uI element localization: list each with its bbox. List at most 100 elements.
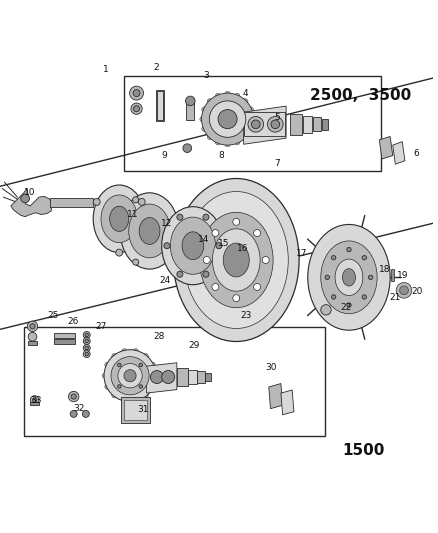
Bar xyxy=(188,370,197,384)
Text: 17: 17 xyxy=(296,249,307,258)
Circle shape xyxy=(30,395,39,405)
Bar xyxy=(177,368,188,386)
Ellipse shape xyxy=(184,191,288,328)
Ellipse shape xyxy=(110,206,129,231)
Circle shape xyxy=(347,247,351,252)
Circle shape xyxy=(177,271,183,277)
Text: 1: 1 xyxy=(103,65,109,74)
Text: 2500,  3500: 2500, 3500 xyxy=(310,88,411,103)
Ellipse shape xyxy=(101,195,138,243)
Circle shape xyxy=(117,364,121,367)
Text: 11: 11 xyxy=(127,210,138,219)
Text: 15: 15 xyxy=(218,239,229,248)
Circle shape xyxy=(138,198,145,205)
Circle shape xyxy=(225,142,230,147)
Ellipse shape xyxy=(343,269,356,286)
Circle shape xyxy=(85,333,88,337)
Ellipse shape xyxy=(120,193,179,269)
Circle shape xyxy=(104,350,156,402)
Circle shape xyxy=(225,91,230,96)
Polygon shape xyxy=(269,384,283,409)
Circle shape xyxy=(202,126,207,131)
Circle shape xyxy=(215,93,221,99)
Text: 16: 16 xyxy=(237,244,248,253)
Circle shape xyxy=(32,398,37,402)
Circle shape xyxy=(133,197,139,203)
Circle shape xyxy=(30,324,35,329)
Circle shape xyxy=(216,243,222,249)
Ellipse shape xyxy=(308,224,390,330)
Circle shape xyxy=(70,410,77,417)
Circle shape xyxy=(209,101,246,138)
Circle shape xyxy=(243,99,248,104)
Circle shape xyxy=(368,275,373,279)
Circle shape xyxy=(203,271,209,277)
Circle shape xyxy=(118,364,142,388)
Bar xyxy=(205,373,211,381)
Ellipse shape xyxy=(93,185,145,253)
Circle shape xyxy=(68,391,79,402)
Text: 14: 14 xyxy=(198,235,209,244)
Circle shape xyxy=(27,321,38,332)
Bar xyxy=(28,341,37,344)
Text: 32: 32 xyxy=(73,404,85,413)
Circle shape xyxy=(112,353,117,359)
Circle shape xyxy=(105,384,110,389)
Polygon shape xyxy=(379,136,393,159)
Bar xyxy=(313,117,321,131)
Circle shape xyxy=(183,144,191,152)
Circle shape xyxy=(248,107,254,112)
Bar xyxy=(124,400,148,421)
Circle shape xyxy=(248,117,264,132)
Text: 30: 30 xyxy=(265,362,277,372)
Circle shape xyxy=(133,259,139,265)
Circle shape xyxy=(174,228,180,234)
Circle shape xyxy=(102,373,107,378)
Circle shape xyxy=(85,352,88,356)
Circle shape xyxy=(143,393,148,398)
Circle shape xyxy=(116,249,123,256)
Circle shape xyxy=(134,106,140,112)
Text: 26: 26 xyxy=(67,317,78,326)
Circle shape xyxy=(93,198,100,205)
Text: 33: 33 xyxy=(30,395,41,405)
Circle shape xyxy=(233,219,240,225)
Circle shape xyxy=(177,214,183,220)
Circle shape xyxy=(139,385,142,388)
Circle shape xyxy=(271,120,279,128)
Ellipse shape xyxy=(173,179,299,342)
Circle shape xyxy=(215,140,221,145)
Ellipse shape xyxy=(182,232,204,260)
Circle shape xyxy=(207,134,212,140)
Circle shape xyxy=(325,275,329,279)
Ellipse shape xyxy=(396,282,412,298)
Text: 2: 2 xyxy=(153,62,159,71)
Text: 25: 25 xyxy=(47,311,59,320)
Text: 22: 22 xyxy=(340,303,352,312)
Text: 19: 19 xyxy=(397,271,409,280)
Circle shape xyxy=(152,373,158,378)
Bar xyxy=(30,402,39,405)
Circle shape xyxy=(347,303,351,307)
Circle shape xyxy=(28,333,37,341)
Circle shape xyxy=(162,370,175,384)
Text: 24: 24 xyxy=(159,276,170,285)
Text: 23: 23 xyxy=(240,311,252,320)
Text: 20: 20 xyxy=(411,287,423,296)
Circle shape xyxy=(235,93,240,99)
Circle shape xyxy=(262,256,269,263)
Text: 10: 10 xyxy=(24,188,35,197)
Circle shape xyxy=(117,385,121,388)
Text: 21: 21 xyxy=(390,293,401,302)
Bar xyxy=(54,333,75,338)
Circle shape xyxy=(150,362,155,367)
Bar xyxy=(157,91,162,120)
Circle shape xyxy=(133,90,140,96)
Circle shape xyxy=(83,351,90,358)
Circle shape xyxy=(321,305,331,315)
Circle shape xyxy=(248,126,254,131)
Ellipse shape xyxy=(400,286,408,295)
Circle shape xyxy=(235,140,240,145)
Text: 7: 7 xyxy=(275,159,280,168)
Circle shape xyxy=(83,332,90,338)
